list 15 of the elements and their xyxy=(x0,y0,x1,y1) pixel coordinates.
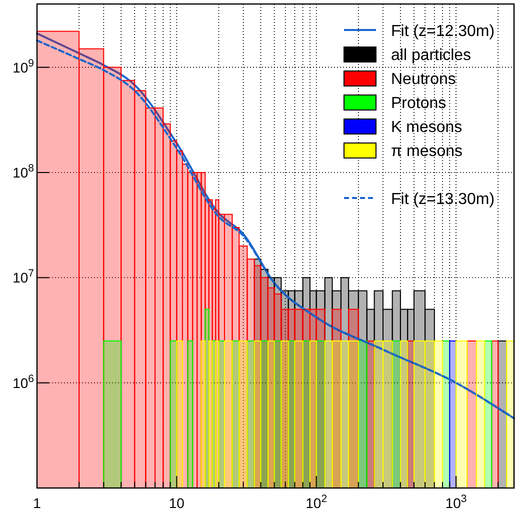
x-tick-label: 10 xyxy=(168,495,185,511)
legend-label: π mesons xyxy=(391,143,463,160)
legend-label: all particles xyxy=(391,47,472,64)
legend-label: K mesons xyxy=(391,119,462,136)
x-tick-label: 10$^{2}$ xyxy=(306,493,328,511)
x-tick-label: 10$^{3}$ xyxy=(445,493,467,511)
legend-label: Protons xyxy=(391,95,446,112)
legend-label: Neutrons xyxy=(391,71,456,88)
legend-label: Fit (z=12.30m) xyxy=(391,23,495,40)
legend-label: Fit (z=13.30m) xyxy=(391,191,495,208)
y-tick-label: 10$^{8}$ xyxy=(12,162,34,180)
y-tick-label: 10$^{6}$ xyxy=(12,372,34,391)
y-tick-label: 10$^{7}$ xyxy=(12,268,34,286)
x-tick-label: 1 xyxy=(33,495,42,511)
y-tick-label: 10$^{9}$ xyxy=(12,57,34,76)
